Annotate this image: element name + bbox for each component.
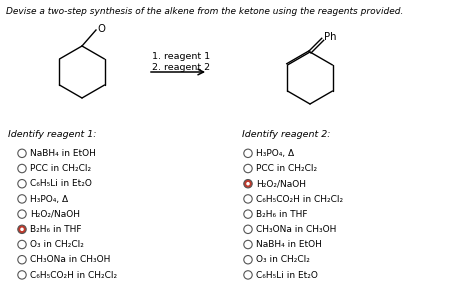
Text: 1. reagent 1: 1. reagent 1	[152, 52, 210, 61]
Circle shape	[244, 180, 252, 188]
Text: C₆H₅Li in Et₂O: C₆H₅Li in Et₂O	[30, 179, 92, 188]
Text: Devise a two-step synthesis of the alkene from the ketone using the reagents pro: Devise a two-step synthesis of the alken…	[6, 7, 403, 16]
Text: H₂O₂/NaOH: H₂O₂/NaOH	[256, 179, 306, 188]
Text: CH₃ONa in CH₃OH: CH₃ONa in CH₃OH	[30, 256, 110, 264]
Text: H₂O₂/NaOH: H₂O₂/NaOH	[30, 210, 80, 219]
Text: Ph: Ph	[324, 32, 336, 42]
Text: 2. reagent 2: 2. reagent 2	[152, 63, 210, 72]
Circle shape	[18, 225, 26, 233]
Text: Identify reagent 1:: Identify reagent 1:	[8, 130, 97, 139]
Circle shape	[246, 182, 250, 185]
Text: Identify reagent 2:: Identify reagent 2:	[242, 130, 330, 139]
Text: PCC in CH₂Cl₂: PCC in CH₂Cl₂	[256, 164, 317, 173]
Text: PCC in CH₂Cl₂: PCC in CH₂Cl₂	[30, 164, 91, 173]
Circle shape	[20, 228, 24, 231]
Text: C₆H₅CO₂H in CH₂Cl₂: C₆H₅CO₂H in CH₂Cl₂	[30, 271, 117, 280]
Text: NaBH₄ in EtOH: NaBH₄ in EtOH	[30, 149, 96, 158]
Text: C₆H₅CO₂H in CH₂Cl₂: C₆H₅CO₂H in CH₂Cl₂	[256, 195, 343, 203]
Text: NaBH₄ in EtOH: NaBH₄ in EtOH	[256, 240, 322, 249]
Text: C₆H₅Li in Et₂O: C₆H₅Li in Et₂O	[256, 271, 318, 280]
Text: CH₃ONa in CH₃OH: CH₃ONa in CH₃OH	[256, 225, 337, 234]
Text: O₃ in CH₂Cl₂: O₃ in CH₂Cl₂	[30, 240, 84, 249]
Text: O: O	[97, 24, 105, 34]
Text: B₂H₆ in THF: B₂H₆ in THF	[256, 210, 308, 219]
Text: H₃PO₄, Δ: H₃PO₄, Δ	[256, 149, 294, 158]
Text: H₃PO₄, Δ: H₃PO₄, Δ	[30, 195, 68, 203]
Text: B₂H₆ in THF: B₂H₆ in THF	[30, 225, 82, 234]
Text: O₃ in CH₂Cl₂: O₃ in CH₂Cl₂	[256, 256, 310, 264]
